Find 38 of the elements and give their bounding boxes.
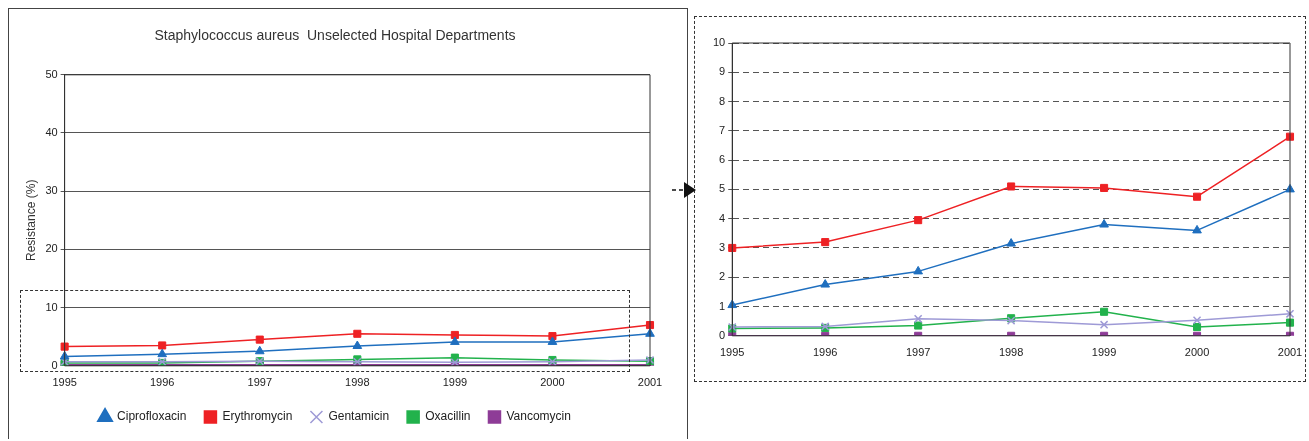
y-tick-label: 0	[51, 358, 58, 371]
y-tick-label: 6	[719, 153, 726, 166]
y-tick-label: 20	[45, 242, 58, 255]
legend-label: Erythromycin	[222, 409, 293, 424]
x-tick-label: 1995	[719, 346, 745, 359]
y-tick-label: 0	[719, 328, 726, 341]
y-tick-label: 2	[719, 270, 726, 283]
chart-title: Staphylococcus aureus Unselected Hospital Departments	[154, 27, 516, 44]
legend-label: Oxacillin	[425, 409, 471, 424]
y-tick-label: 50	[45, 67, 58, 80]
y-axis-title: Resistance (%)	[23, 179, 38, 261]
x-tick-label: 1997	[905, 346, 931, 359]
x-tick-label: 1999	[442, 376, 468, 389]
x-tick-label: 2001	[637, 376, 663, 389]
y-tick-label: 30	[45, 184, 58, 197]
x-tick-label: 2000	[540, 376, 565, 389]
y-tick-label: 1	[719, 299, 726, 312]
x-tick-label: 1995	[52, 376, 77, 389]
x-tick-label: 1998	[998, 346, 1024, 359]
y-tick-label: 3	[719, 240, 726, 253]
x-tick-label: 1999	[1091, 346, 1117, 359]
y-tick-label: 7	[719, 123, 726, 136]
y-tick-label: 4	[719, 211, 726, 224]
y-tick-label: 5	[719, 182, 726, 195]
x-tick-label: 1997	[247, 376, 272, 389]
x-tick-label: 2001	[1277, 346, 1303, 359]
y-tick-label: 10	[45, 300, 58, 313]
x-tick-label: 2000	[1184, 346, 1210, 359]
x-tick-label: 1996	[812, 346, 838, 359]
legend-label: Gentamicin	[328, 409, 390, 424]
x-tick-label: 1996	[149, 376, 175, 389]
y-tick-label: 8	[719, 94, 726, 107]
y-tick-label: 40	[45, 126, 58, 139]
legend-label: Vancomycin	[506, 409, 571, 424]
y-tick-label: 10	[712, 36, 726, 49]
x-tick-label: 1998	[345, 376, 370, 389]
legend-label: Ciprofloxacin	[117, 409, 187, 424]
y-tick-label: 9	[719, 65, 726, 78]
